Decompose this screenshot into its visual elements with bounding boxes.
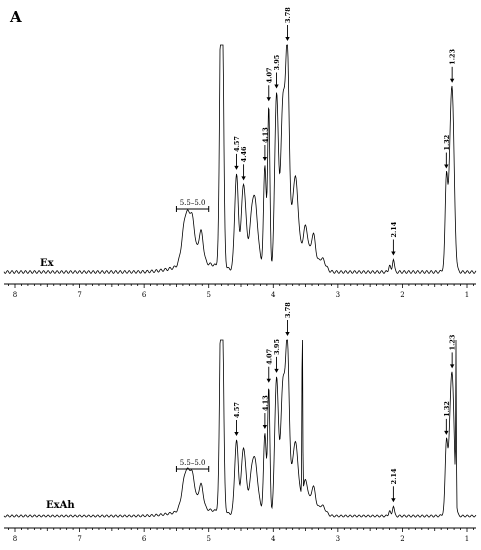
peak-arrowhead — [444, 430, 449, 435]
peak-label: 3.78 — [284, 302, 292, 318]
peak-arrowhead — [391, 251, 396, 256]
range-label: 5.5–5.0 — [180, 459, 206, 467]
peak-label: 1.32 — [443, 401, 451, 417]
peak-label: 4.57 — [233, 136, 241, 152]
x-tick-label: 4 — [271, 535, 276, 543]
peak-label: 4.07 — [265, 67, 273, 83]
peak-arrowhead — [285, 37, 290, 41]
peak-label: 3.95 — [273, 339, 281, 355]
spectrum-panel-ex: 8 7 6 5 4 3 2 1 Ex 5.5–5.0 4.574.46 4.13 4.073.95 3.7… — [3, 7, 477, 299]
peak-label: 2.14 — [390, 221, 398, 237]
x-tick-label: 8 — [13, 535, 17, 543]
peak-arrowhead — [266, 378, 271, 383]
x-tick-label: 7 — [77, 291, 81, 299]
x-tick-label: 6 — [142, 291, 147, 299]
peak-arrowhead — [262, 425, 268, 430]
peak-arrowhead — [266, 97, 271, 102]
peak-label: 1.23 — [449, 334, 457, 350]
x-tick-label: 2 — [400, 535, 404, 543]
x-tick-label: 5 — [206, 535, 210, 543]
x-tick-label: 1 — [465, 535, 469, 543]
x-tick-label: 5 — [206, 291, 210, 299]
x-tick-label: 7 — [77, 535, 81, 543]
peak-arrowhead — [274, 84, 279, 89]
peak-arrowhead — [444, 164, 449, 169]
peak-arrowhead — [449, 78, 455, 83]
x-tick-label: 3 — [336, 535, 340, 543]
panel-label: A — [10, 8, 22, 26]
peak-label: 1.32 — [443, 135, 451, 151]
range-label: 5.5–5.0 — [180, 199, 206, 207]
peak-arrowhead — [285, 332, 290, 336]
series-label: ExAh — [46, 500, 75, 511]
peak-arrowhead — [391, 498, 396, 503]
x-tick-label: 1 — [465, 291, 469, 299]
peak-label: 4.46 — [240, 146, 248, 162]
peak-label: 3.78 — [284, 7, 292, 23]
peak-arrowhead — [241, 176, 246, 181]
peak-label: 4.07 — [265, 349, 273, 365]
x-tick-label: 8 — [13, 291, 17, 299]
spectrum-trace — [3, 339, 477, 518]
x-tick-label: 2 — [400, 291, 404, 299]
x-tick-label: 4 — [271, 291, 276, 299]
peak-label: 1.23 — [449, 49, 457, 65]
peak-label: 4.13 — [261, 395, 269, 411]
spectrum-trace — [3, 44, 477, 274]
peak-arrowhead — [449, 364, 455, 369]
peak-label: 2.14 — [390, 468, 398, 484]
series-label: Ex — [40, 258, 55, 269]
peak-arrowhead — [234, 165, 239, 170]
peak-label: 4.57 — [233, 402, 241, 418]
x-tick-label: 6 — [142, 535, 147, 543]
peak-arrowhead — [262, 157, 268, 162]
x-tick-label: 3 — [336, 291, 340, 299]
spectrum-panel-exah: 8 7 6 5 4 3 2 1 ExAh 5.5–5.0 4.57 4.13 4.073.95 3.78 2… — [3, 302, 477, 543]
peak-label: 4.13 — [261, 127, 269, 143]
peak-label: 3.95 — [273, 54, 281, 70]
peak-arrowhead — [234, 431, 239, 436]
peak-arrowhead — [274, 368, 279, 373]
